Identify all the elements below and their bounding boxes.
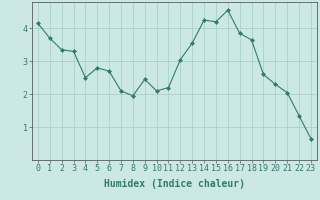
X-axis label: Humidex (Indice chaleur): Humidex (Indice chaleur) [104, 179, 245, 189]
